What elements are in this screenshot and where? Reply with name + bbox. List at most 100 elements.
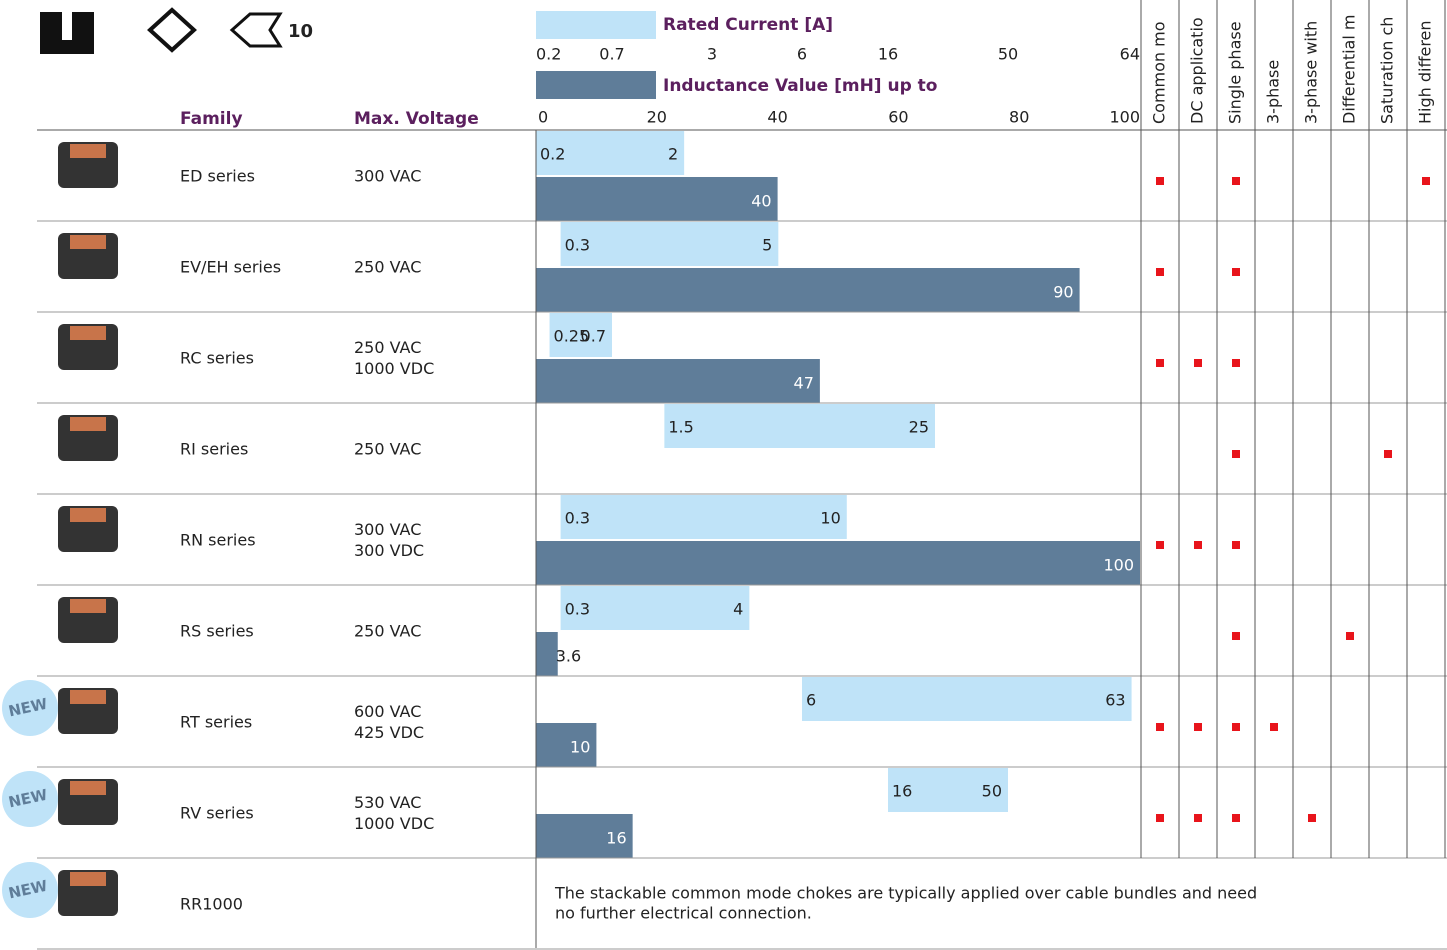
family: RC series [180,349,254,368]
current-tick-label: 6 [797,45,807,64]
inductance-label: 40 [751,192,771,211]
inductance-bar [536,268,1080,312]
feature-mark [1422,177,1430,185]
voltage: 250 VAC [354,258,421,277]
current-tick-label: 0.7 [599,45,624,64]
current-bar [664,404,936,448]
current-legend-swatch [536,11,656,39]
feature-mark [1232,814,1240,822]
product-image-winding [70,508,106,522]
feature-mark [1194,359,1202,367]
current-bar [560,222,779,266]
product-image-winding [70,326,106,340]
current-max-label: 10 [820,509,840,528]
current-tick-label: 64 [1120,45,1140,64]
current-tick-label: 0.2 [536,45,561,64]
note: no further electrical connection. [555,904,812,923]
inductance-legend-swatch [536,71,656,99]
ul-logo [40,12,94,54]
current-max-label: 0.7 [581,327,606,346]
current-min-label: 0.3 [565,509,590,528]
inductance-axis-label: Inductance Value [mH] up to [663,76,937,96]
current-min-label: 0.3 [565,236,590,255]
product-image-winding [70,781,106,795]
feature-header: 3-phase with [1302,21,1321,124]
product-image-winding [70,144,106,158]
inductance-label: 16 [606,829,626,848]
product-image-winding [70,599,106,613]
current-max-label: 50 [982,782,1002,801]
current-bar [802,677,1132,721]
feature-mark [1384,450,1392,458]
current-tick-label: 16 [878,45,898,64]
inductance-bar [536,359,820,403]
current-axis-label: Rated Current [A] [663,15,833,35]
inductance-label: 3.6 [556,647,581,666]
logo-number: 10 [288,21,313,42]
current-bar [560,495,847,539]
product-image-winding [70,690,106,704]
voltage: 425 VDC [354,723,424,742]
feature-header: High differen [1416,20,1435,124]
voltage: 300 VAC [354,167,421,186]
family-header: Family [180,109,243,129]
feature-mark [1156,268,1164,276]
feature-header: Single phase [1226,21,1245,124]
feature-header: Differential m [1340,15,1359,124]
feature-header: DC applicatio [1188,17,1207,124]
enec-logo [229,12,283,48]
new-badge [2,862,58,918]
logos: 10 [40,7,313,54]
product-image-winding [70,872,106,886]
family: RR1000 [180,895,243,914]
current-min-label: 0.3 [565,600,590,619]
current-tick-label: 3 [707,45,717,64]
note: The stackable common mode chokes are typ… [554,884,1257,903]
new-badge [2,680,58,736]
inductance-label: 100 [1103,556,1134,575]
feature-header: Saturation ch [1378,17,1397,124]
inductance-bar [536,541,1140,585]
feature-mark [1156,177,1164,185]
inductance-bar [536,814,633,858]
current-max-label: 25 [909,418,929,437]
new-badge [2,771,58,827]
feature-mark [1346,632,1354,640]
feature-header: Common mo [1150,21,1169,124]
voltage: 1000 VDC [354,814,434,833]
inductance-tick-label: 80 [1009,108,1029,127]
feature-mark [1194,814,1202,822]
feature-mark [1308,814,1316,822]
vde-logo [147,7,197,53]
voltage: 250 VAC [354,338,421,357]
current-max-label: 5 [762,236,772,255]
inductance-tick-label: 60 [888,108,908,127]
current-bar [888,768,1008,812]
current-min-label: 6 [806,691,816,710]
voltage: 600 VAC [354,702,421,721]
voltage: 1000 VDC [354,359,434,378]
voltage-header: Max. Voltage [354,109,479,129]
feature-mark [1232,723,1240,731]
current-bar [536,131,685,175]
family: RS series [180,622,254,641]
voltage: 300 VAC [354,520,421,539]
feature-header: 3-phase [1264,60,1283,124]
feature-mark [1156,814,1164,822]
product-image-winding [70,235,106,249]
feature-mark [1194,541,1202,549]
voltage: 300 VDC [354,541,424,560]
current-max-label: 63 [1105,691,1125,710]
feature-mark [1232,268,1240,276]
current-max-label: 2 [668,145,678,164]
inductance-tick-label: 40 [767,108,787,127]
inductance-label: 90 [1053,283,1073,302]
inductance-bar [536,177,778,221]
voltage: 530 VAC [354,793,421,812]
current-bar [560,586,750,630]
feature-mark [1232,541,1240,549]
current-max-label: 4 [733,600,743,619]
